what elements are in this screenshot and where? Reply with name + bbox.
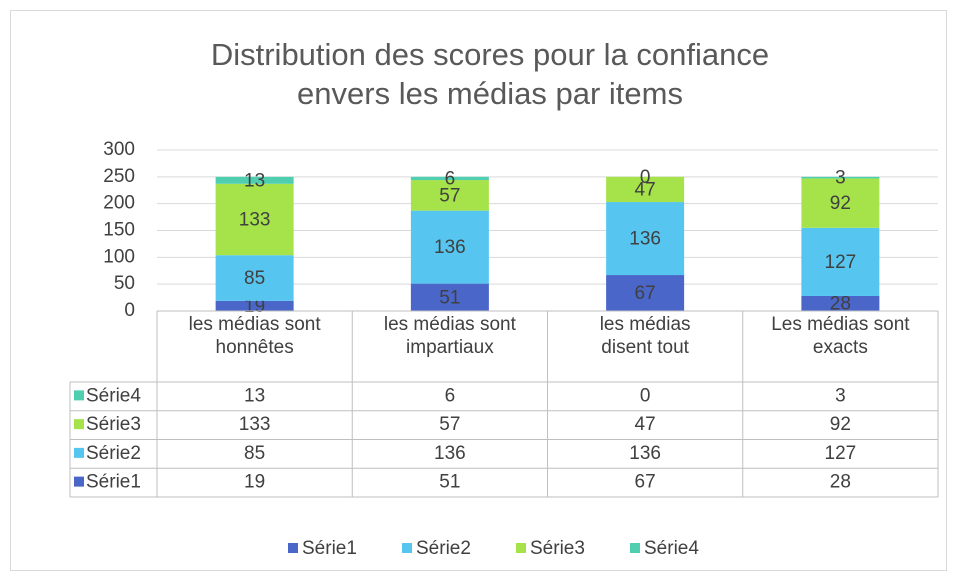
table-cell: 47 [635, 414, 656, 435]
data-label: 57 [439, 185, 460, 206]
table-cell: 0 [640, 385, 651, 406]
bar-segment [215, 300, 294, 311]
bar-segment [801, 295, 880, 311]
data-label: 47 [635, 179, 656, 200]
table-series-name: Série1 [86, 472, 141, 493]
data-label: 136 [629, 229, 661, 250]
chart-title: Distribution des scores pour la confianc… [210, 37, 770, 111]
table-cell: 92 [830, 414, 851, 435]
legend-key [630, 543, 640, 553]
y-tick-label: 50 [114, 273, 135, 294]
table-series-name: Série4 [86, 385, 141, 406]
table-cell: 127 [825, 443, 857, 464]
x-tick-label: Les médias sont exacts [771, 314, 910, 358]
bar-segment [215, 176, 294, 184]
bar-segment [215, 183, 294, 256]
bar-segment [606, 202, 685, 276]
data-label: 51 [439, 287, 460, 308]
bar-segment [801, 227, 880, 296]
data-label: 6 [445, 168, 456, 189]
legend-key [288, 543, 298, 553]
category-cell: les médias sont honnêtes [188, 314, 321, 358]
table-cell: 133 [239, 414, 271, 435]
x-tick-label: les médias sont impartiaux [383, 314, 516, 358]
table-series-name: Série2 [86, 443, 141, 464]
bar-segment [215, 255, 294, 301]
table-cell: 136 [629, 443, 661, 464]
table-cell: 6 [445, 385, 456, 406]
legend-key [402, 543, 412, 553]
table-legend-key [74, 390, 84, 401]
table-cell: 3 [835, 385, 846, 406]
legend-key [516, 543, 526, 553]
bar-segment [606, 275, 685, 311]
title-box: Distribution des scores pour la confianc… [210, 37, 770, 111]
table-cell: 51 [439, 472, 460, 493]
data-label: 92 [830, 193, 851, 214]
table-cell: 13 [244, 385, 265, 406]
table-legend-key [74, 447, 84, 458]
data-label: 28 [830, 294, 851, 315]
data-label: 133 [239, 210, 271, 231]
legend-label: Série4 [644, 538, 699, 559]
bar-segment [606, 176, 685, 203]
bar-segment [801, 176, 880, 179]
data-label: 0 [640, 167, 651, 188]
legend-label: Série3 [530, 538, 585, 559]
data-label: 136 [434, 237, 466, 258]
table-cell: 67 [635, 472, 656, 493]
category-cell: les médias sont impartiaux [383, 314, 516, 358]
y-tick-label: 300 [103, 139, 135, 160]
x-tick-label: les médias disent tout [599, 314, 691, 358]
y-tick-label: 200 [103, 193, 135, 214]
table-cell: 28 [830, 472, 851, 493]
table-legend-key [74, 419, 84, 430]
bar-segment [410, 283, 489, 311]
table-legend-key [74, 476, 84, 487]
data-label: 19 [244, 296, 265, 317]
table-cell: 136 [434, 443, 466, 464]
legend-label: Série1 [302, 538, 357, 559]
table-cell: 57 [439, 414, 460, 435]
category-cell: les médias disent tout [599, 314, 691, 358]
bar-segment [410, 180, 489, 211]
data-label: 13 [244, 170, 265, 191]
data-label: 67 [635, 283, 656, 304]
table-cell: 85 [244, 443, 265, 464]
x-tick-label: les médias sont honnêtes [188, 314, 321, 358]
category-cell: Les médias sont exacts [771, 314, 910, 358]
data-label: 3 [835, 168, 846, 189]
y-tick-label: 250 [103, 166, 135, 187]
data-label: 85 [244, 268, 265, 289]
table-cell: 19 [244, 472, 265, 493]
y-tick-label: 100 [103, 246, 135, 267]
y-tick-label: 150 [103, 220, 135, 241]
data-label: 127 [825, 252, 857, 273]
bar-segment [410, 176, 489, 181]
table-series-name: Série3 [86, 414, 141, 435]
bar-segment [801, 178, 880, 228]
y-tick-label: 0 [124, 300, 135, 321]
legend-label: Série2 [416, 538, 471, 559]
bar-segment [410, 210, 489, 284]
